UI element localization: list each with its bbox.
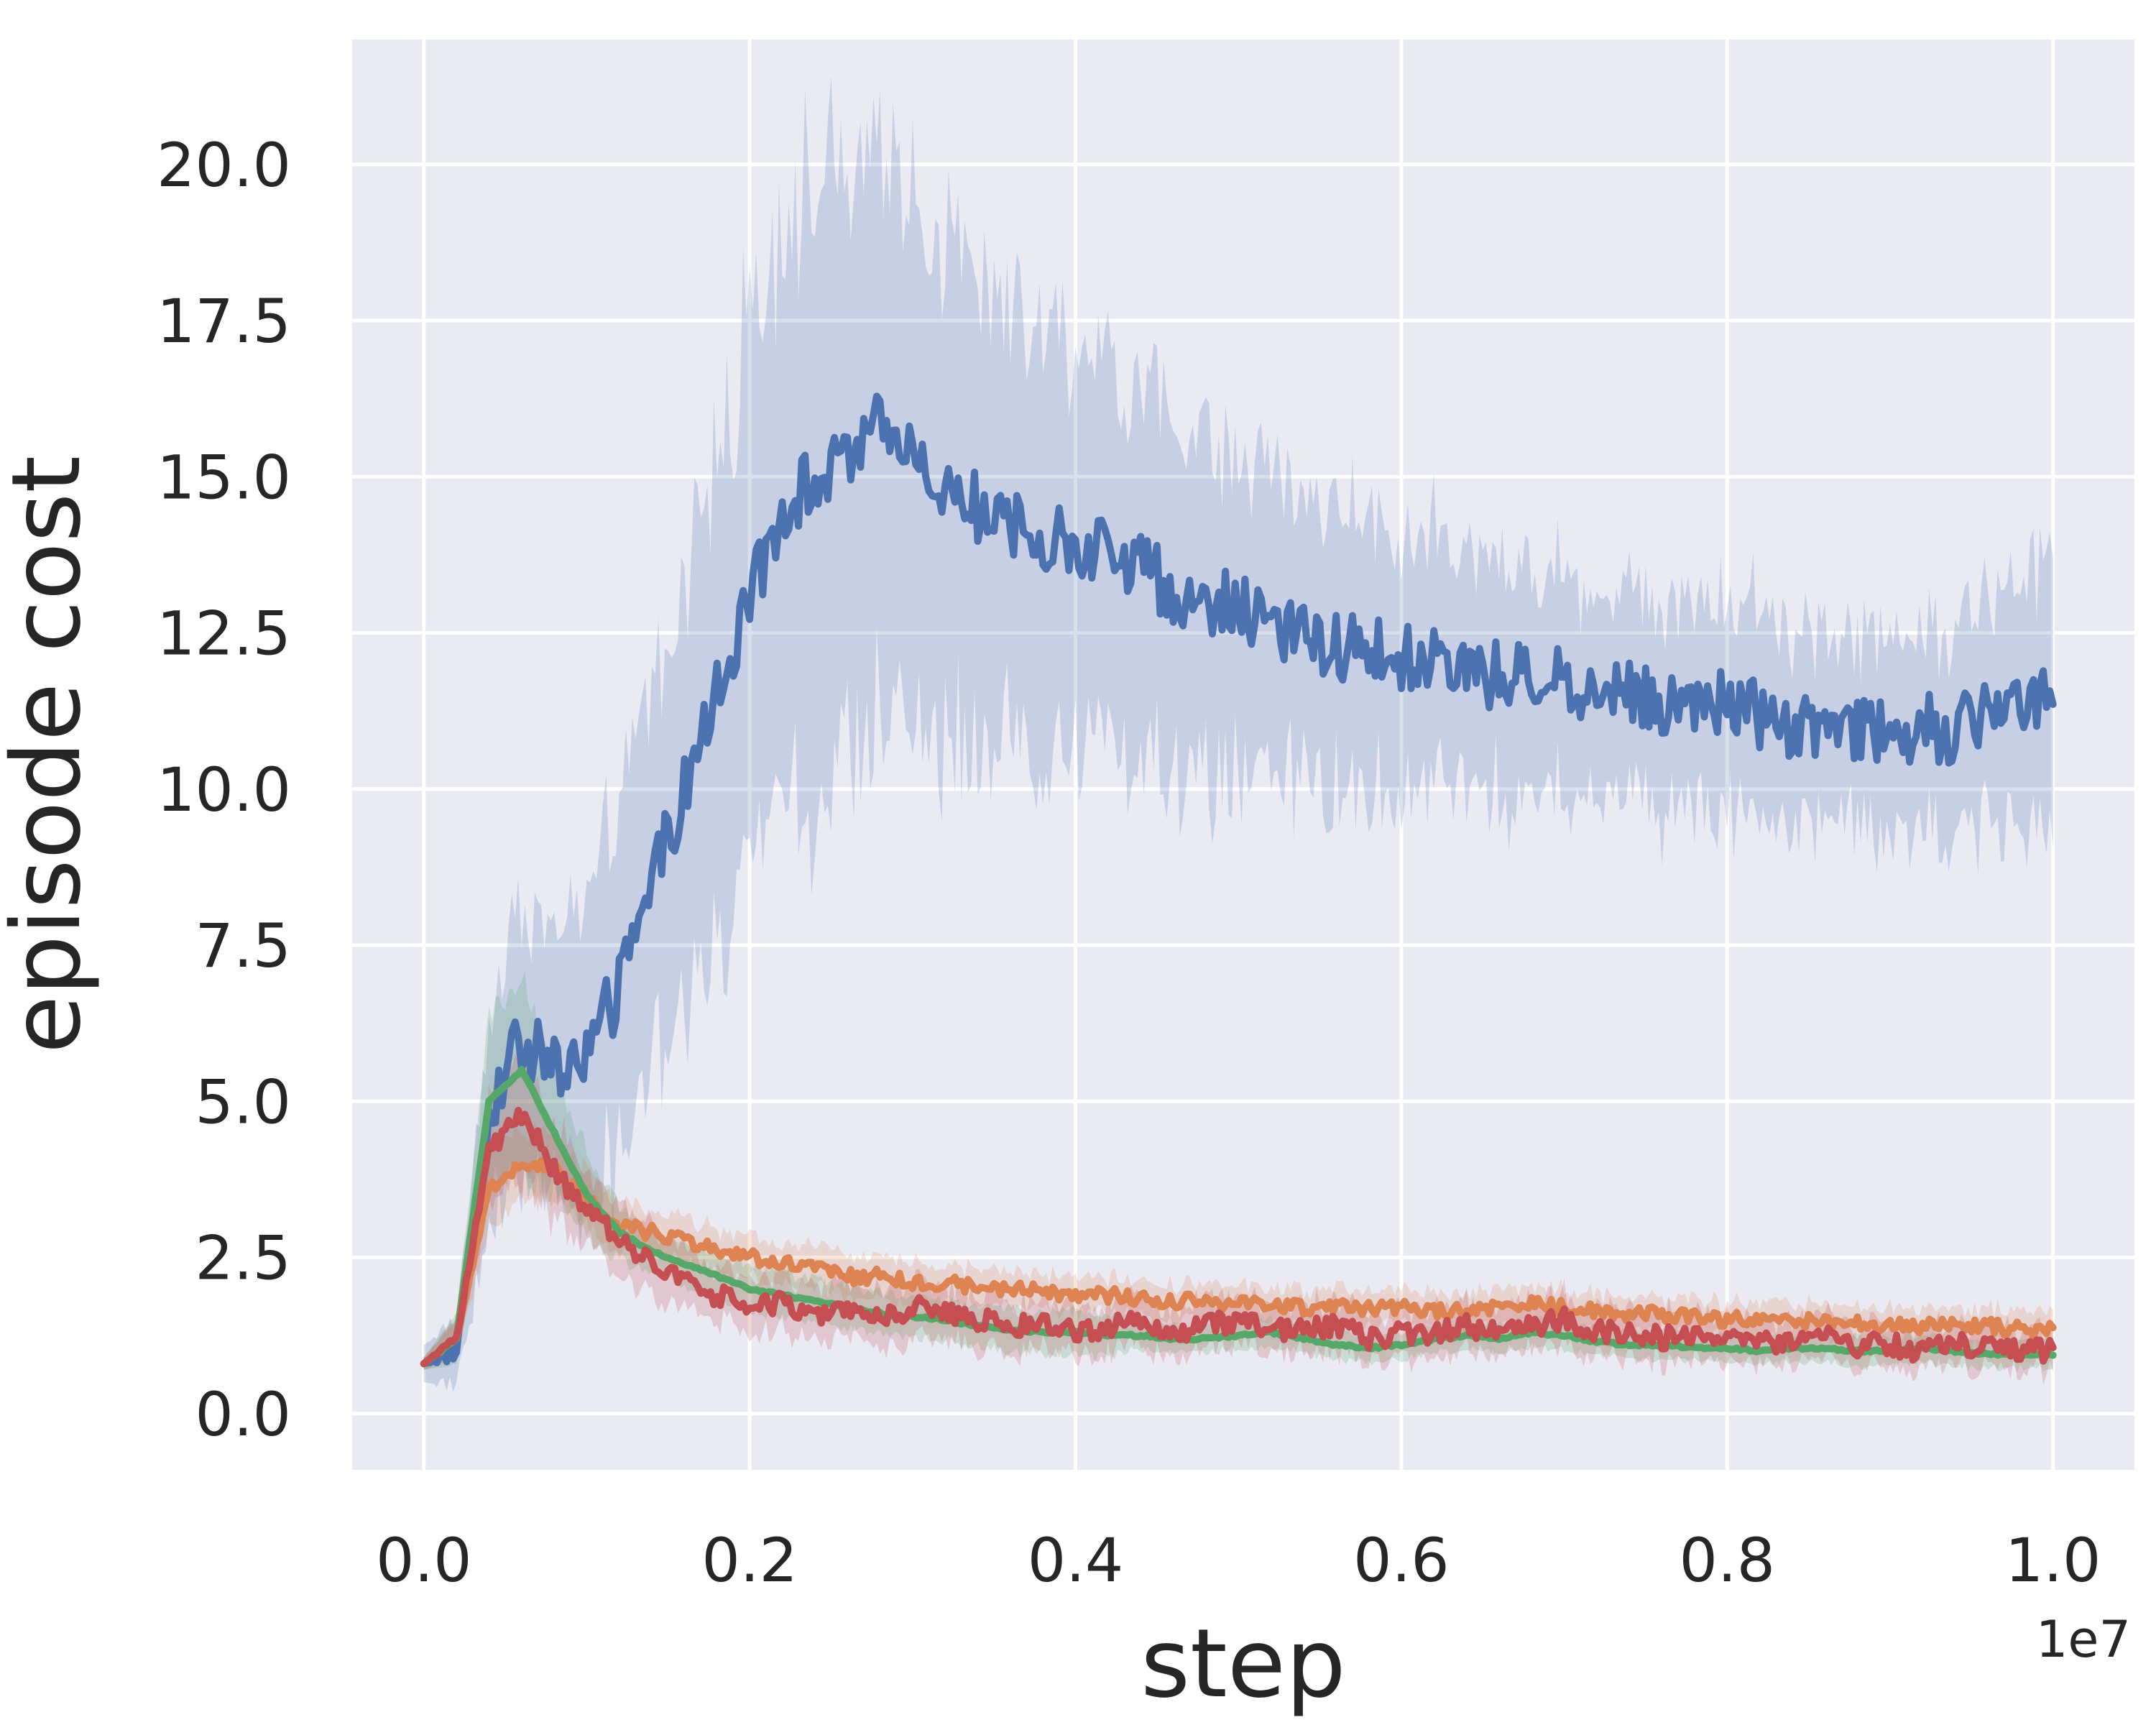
y-tick-label-0: 0.0 <box>195 1379 291 1450</box>
y-tick-label-4: 10.0 <box>157 755 291 825</box>
tick-labels: 0.0 0.2 0.4 0.6 0.8 1.0 0.0 2.5 5.0 7.5 10.0 12.5 15… <box>157 130 2101 1596</box>
series-blue-band <box>423 76 2053 1392</box>
y-tick-label-3: 7.5 <box>195 911 291 981</box>
x-tick-label-4: 0.8 <box>1679 1525 1775 1596</box>
y-tick-label-2: 5.0 <box>195 1067 291 1137</box>
x-tick-label-0: 0.0 <box>376 1525 472 1596</box>
y-tick-label-6: 15.0 <box>157 442 291 512</box>
series-lines <box>420 392 2057 1368</box>
series-orange-line <box>420 1157 2057 1368</box>
x-tick-label-3: 0.6 <box>1353 1525 1450 1596</box>
y-tick-label-7: 17.5 <box>157 286 291 356</box>
series-red-line <box>420 1107 2057 1368</box>
y-tick-label-8: 20.0 <box>157 130 291 201</box>
series-blue-line <box>420 392 2057 1368</box>
x-tick-label-5: 1.0 <box>2005 1525 2101 1596</box>
x-tick-label-2: 0.4 <box>1028 1525 1124 1596</box>
y-tick-label-5: 12.5 <box>157 599 291 669</box>
x-tick-label-1: 0.2 <box>701 1525 798 1596</box>
y-tick-label-1: 2.5 <box>195 1223 291 1294</box>
x-axis-title: step <box>1141 1609 1346 1719</box>
x-offset-label: 1e7 <box>2036 1610 2131 1669</box>
y-axis-title: episode cost <box>0 456 102 1054</box>
